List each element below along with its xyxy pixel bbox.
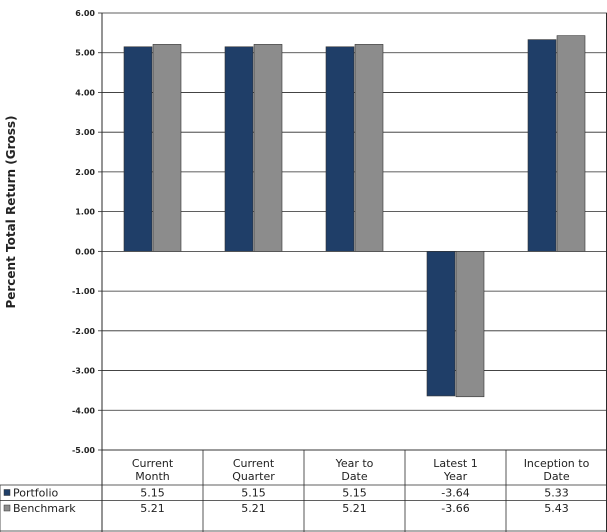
data-label: -3.66 <box>441 502 469 515</box>
x-category-label: Year <box>443 470 468 483</box>
bar-portfolio <box>426 251 456 397</box>
y-tick-label: -3.00 <box>72 367 95 376</box>
data-label: 5.21 <box>140 502 165 515</box>
y-tick-label: 5.00 <box>75 49 95 58</box>
x-category-label: Date <box>543 470 570 483</box>
y-tick-label: -4.00 <box>72 406 95 415</box>
y-tick-label: 0.00 <box>75 247 95 256</box>
x-category-label: Month <box>135 470 170 483</box>
bar-portfolio <box>325 46 355 252</box>
data-label: 5.33 <box>544 487 569 500</box>
data-label: 5.21 <box>241 502 266 515</box>
bar-portfolio <box>224 46 254 252</box>
x-category-label: Current <box>233 457 275 470</box>
data-label: 5.15 <box>342 487 367 500</box>
bar-portfolio <box>123 46 153 252</box>
data-label: -3.64 <box>441 487 469 500</box>
data-label: 5.43 <box>544 502 569 515</box>
x-category-label: Current <box>132 457 174 470</box>
bar-benchmark <box>556 35 586 252</box>
x-category-label: Inception to <box>524 457 590 470</box>
bar-portfolio <box>527 39 557 252</box>
bar-benchmark <box>152 44 182 252</box>
bars <box>123 35 586 398</box>
bar-benchmark <box>354 44 384 252</box>
y-axis-label: Percent Total Return (Gross) <box>4 115 18 308</box>
y-tick-label: 3.00 <box>75 128 95 137</box>
x-category-label: Year to <box>335 457 374 470</box>
series-name: Portfolio <box>13 487 59 500</box>
data-label: 5.15 <box>241 487 266 500</box>
y-tick-label: 4.00 <box>75 88 95 97</box>
bar-benchmark <box>253 44 283 252</box>
data-label: 5.21 <box>342 502 367 515</box>
y-tick-label: 6.00 <box>75 9 95 18</box>
data-label: 5.15 <box>140 487 165 500</box>
x-category-label: Date <box>341 470 368 483</box>
x-category-label: Quarter <box>232 470 275 483</box>
x-category-label: Latest 1 <box>433 457 478 470</box>
y-tick-label: -5.00 <box>72 446 95 455</box>
legend-swatch <box>3 504 11 512</box>
series-name: Benchmark <box>13 502 76 515</box>
bar-benchmark <box>455 251 485 398</box>
legend-swatch <box>3 489 11 496</box>
y-tick-label: -2.00 <box>72 327 95 336</box>
y-tick-label: 1.00 <box>75 208 95 217</box>
y-tick-label: -1.00 <box>72 287 95 296</box>
y-tick-label: 2.00 <box>75 168 95 177</box>
